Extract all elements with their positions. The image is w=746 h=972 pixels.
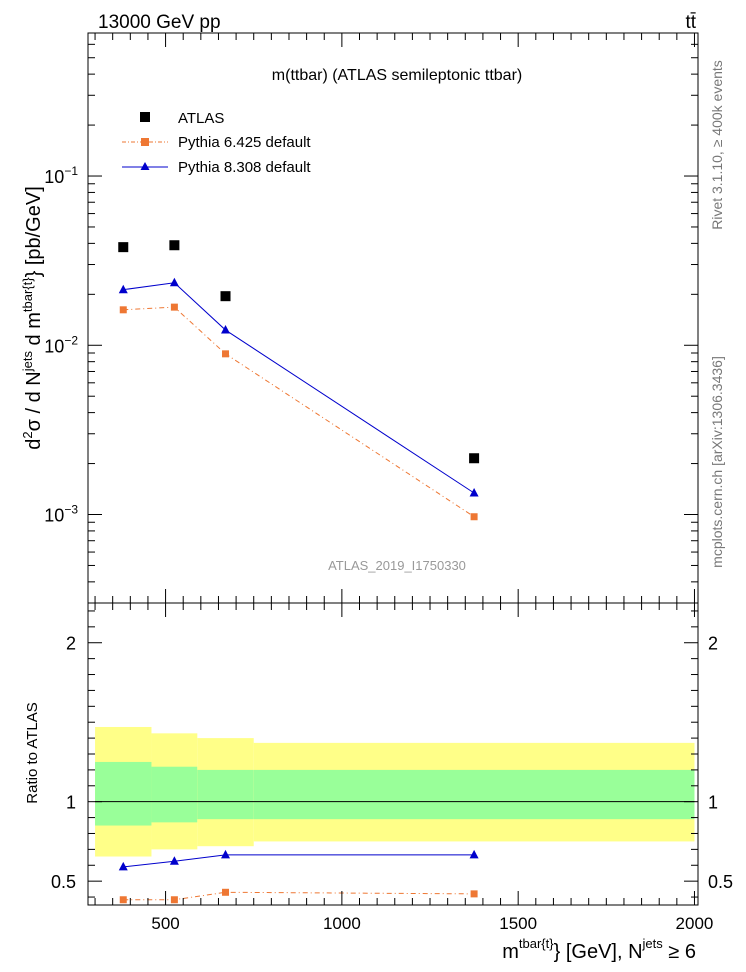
ratio-xtick-label: 2000 [676,914,714,933]
ratio-xtick-label: 500 [151,914,179,933]
legend-marker-atlas [140,112,150,122]
ratio-band-inner [197,769,254,820]
legend: ATLAS Pythia 6.425 default Pythia 8.308 … [122,110,311,176]
main-pythia6-point [170,303,178,311]
ratio-pythia6-point [119,896,127,904]
main-pythia6-point [222,350,230,358]
energy-label: 13000 GeV pp [98,12,221,33]
ratio-ticks: 500 1000 1500 2000 0.5 0.5 1 1 2 2 [51,603,733,933]
main-atlas-point [469,453,480,464]
legend-item-pythia8: Pythia 8.308 default [122,159,311,176]
ratio-pythia6-point [170,896,178,904]
ratio-ylabel: Ratio to ATLAS [24,702,41,803]
ratio-band-inner [95,761,152,826]
ratio-pythia6-point [222,888,230,896]
ratio-pythia6-line [123,891,475,901]
ratio-pythia8-point [221,849,231,859]
ratio-band-inner [151,766,198,823]
main-pythia8-point [169,277,179,287]
ratio-pythia8-line [123,854,475,868]
ratio-xtick-label: 1000 [323,914,361,933]
main-series [118,240,480,521]
ratio-pythia8-point [469,849,479,859]
legend-label-atlas: ATLAS [178,110,224,127]
ratio-pythia8-point [169,856,179,865]
ratio-pythia8-point [118,861,128,871]
legend-label-pythia6: Pythia 6.425 default [178,134,311,151]
ratio-pythia6-point [470,890,478,898]
main-pythia8-line [123,282,475,494]
main-panel: 10−3 10−2 10−1 m(ttbar) (ATLAS semileptoni… [20,32,699,604]
main-ytick-label: 10−2 [44,333,78,356]
main-pythia6-line [123,306,475,518]
main-pythia8-point [469,487,479,497]
main-pythia6-point [470,513,478,521]
main-ylabel: d2σ / d Njets d mtbar{t}} [pb/GeV] [20,186,45,450]
main-atlas-point [169,240,180,251]
analysis-label: ATLAS_2019_I1750330 [328,558,466,573]
ratio-panel: 500 1000 1500 2000 0.5 0.5 1 1 2 2 Ratio to ATLAS… [24,602,733,963]
main-pythia8-point [221,325,231,334]
legend-marker-pythia6 [141,138,149,146]
ratio-ytick-label-right: 1 [708,793,718,813]
mcplots-label: mcplots.cern.ch [arXiv:1306.3436] [709,356,725,568]
ratio-ytick-label-left: 1 [66,793,76,813]
ratio-ytick-label-left: 2 [66,634,76,654]
legend-label-pythia8: Pythia 8.308 default [178,159,311,176]
legend-item-pythia6: Pythia 6.425 default [122,134,311,151]
ratio-band-inner [253,769,695,820]
legend-marker-pythia8 [140,162,150,170]
main-atlas-point [118,242,129,253]
ratio-ytick-label-right: 2 [708,634,718,654]
rivet-label: Rivet 3.1.10, ≥ 400k events [709,60,725,230]
legend-item-atlas: ATLAS [140,110,224,127]
ratio-bands [95,726,695,857]
main-atlas-point [220,291,231,302]
main-ytick-label: 10−1 [44,164,78,187]
ratio-ytick-label-left: 0.5 [51,872,76,892]
main-title: m(ttbar) (ATLAS semileptonic ttbar) [272,67,522,84]
main-ticks: 10−3 10−2 10−1 [44,33,698,604]
ratio-series [118,849,479,904]
main-ytick-label: 10−3 [44,503,78,526]
ratio-xlabel: mtbar{t}} [GeV], Njets ≥ 6 [502,936,696,963]
main-pythia8-point [118,284,128,294]
main-pythia6-point [119,306,127,314]
process-label: tt̄ [685,12,696,33]
ratio-xtick-label: 1500 [499,914,537,933]
ratio-ytick-label-right: 0.5 [708,872,733,892]
